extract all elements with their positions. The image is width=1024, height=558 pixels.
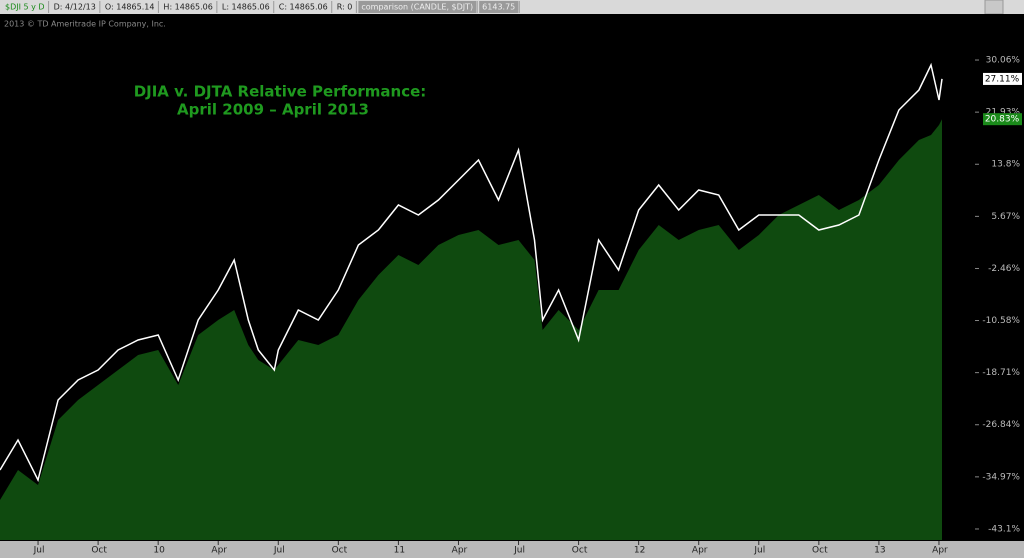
value-flag-label: 20.83% (985, 115, 1020, 125)
y-tick-label: -2.46% (988, 264, 1020, 274)
y-tick-label: -34.97% (982, 472, 1020, 482)
chart-title: DJIA v. DJTA Relative Performance: (134, 83, 427, 101)
x-tick-label: Jul (753, 546, 765, 556)
y-tick-label: -18.71% (982, 368, 1020, 378)
value-flag-label: 27.11% (985, 74, 1020, 84)
x-tick-label: Jul (273, 546, 285, 556)
y-tick-label: -26.84% (982, 420, 1020, 430)
x-tick-label: 10 (153, 546, 165, 556)
y-tick-label: 13.8% (991, 160, 1020, 170)
y-tick-label: 30.06% (986, 56, 1021, 66)
settings-icon[interactable] (984, 0, 1004, 15)
x-tick-label: Jul (33, 546, 45, 556)
x-tick-label: Jul (513, 546, 525, 556)
line (0, 62, 943, 483)
x-tick-label: Oct (572, 546, 588, 556)
header-field: R: 0 (337, 3, 353, 12)
y-axis-panel (975, 14, 1024, 541)
header-field: L: 14865.06 (222, 3, 270, 12)
header-field: C: 14865.06 (279, 3, 328, 12)
copyright: 2013 © TD Ameritrade IP Company, Inc. (4, 20, 166, 29)
x-axis-strip (0, 541, 1024, 558)
y-tick-label: -10.58% (982, 316, 1020, 326)
x-tick-label: 12 (634, 546, 645, 556)
header-field: O: 14865.14 (105, 3, 155, 12)
x-tick-label: Apr (932, 546, 948, 556)
chart-subtitle: April 2009 – April 2013 (177, 101, 369, 119)
x-tick-label: 13 (874, 546, 885, 556)
x-tick-label: Oct (812, 546, 828, 556)
symbol: $DJI 5 y D (5, 3, 45, 12)
comparison-bg (358, 1, 477, 13)
x-tick-label: 11 (394, 546, 405, 556)
area (0, 119, 942, 540)
header-field: D: 4/12/13 (54, 3, 96, 12)
y-tick-label: -43.1% (988, 524, 1020, 534)
value-flag (983, 113, 1022, 126)
x-tick-label: Oct (332, 546, 348, 556)
y-tick-label: 21.93% (986, 108, 1021, 118)
comparison-value: 6143.75 (482, 3, 515, 12)
x-tick-label: Oct (91, 546, 107, 556)
comparison: comparison (CANDLE, $DJT) (361, 3, 473, 12)
y-tick-label: 5.67% (991, 212, 1020, 222)
x-tick-label: Apr (452, 546, 468, 556)
comparison-value-bg (479, 1, 519, 13)
x-tick-label: Apr (692, 546, 708, 556)
x-tick-label: Apr (211, 546, 227, 556)
value-flag (983, 72, 1022, 85)
header-field: H: 14865.06 (163, 3, 212, 12)
